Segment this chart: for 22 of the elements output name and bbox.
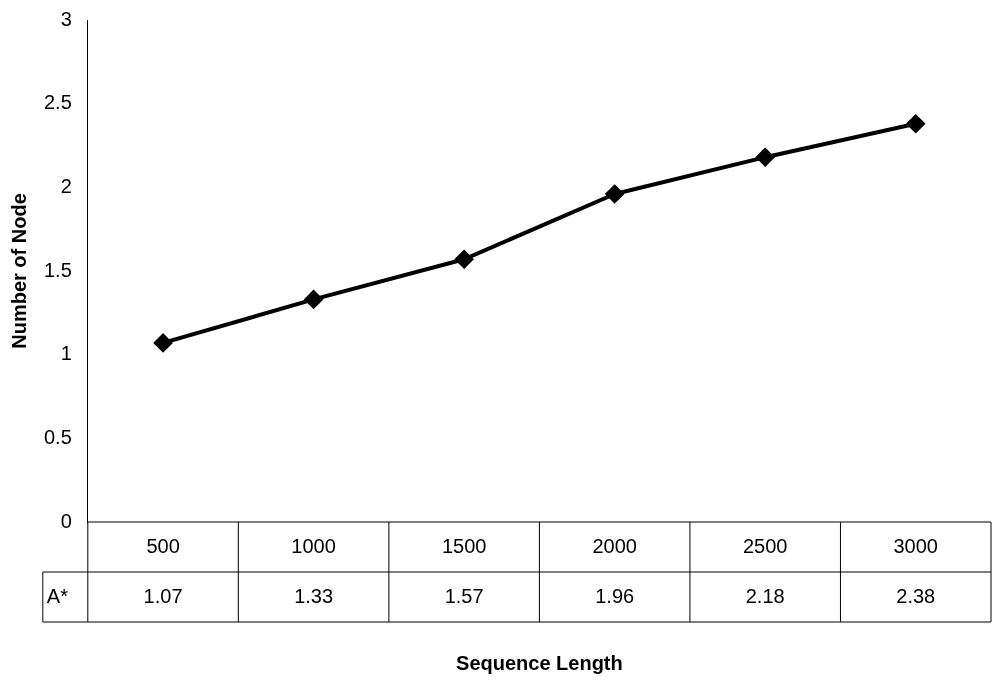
- y-tick-label: 1: [60, 342, 72, 365]
- y-tick-label: 0.5: [43, 425, 72, 448]
- x-tick-label: 1000: [291, 534, 336, 557]
- x-tick-label: 2500: [742, 534, 788, 557]
- x-tick-label: 2000: [592, 534, 637, 557]
- data-label: 2.38: [896, 584, 936, 607]
- y-tick-label: 3: [60, 7, 72, 30]
- data-label: 1.07: [143, 584, 183, 607]
- x-tick-label: 500: [146, 534, 180, 557]
- x-axis-title: Sequence Length: [456, 651, 623, 674]
- y-tick-label: 1.5: [43, 258, 72, 281]
- y-axis-title: Number of Node: [7, 193, 30, 349]
- y-tick-label: 2.5: [43, 91, 72, 114]
- data-label: 1.96: [595, 584, 635, 607]
- y-tick-label: 0: [60, 509, 72, 532]
- x-tick-label: 3000: [893, 534, 938, 557]
- data-label: 1.57: [444, 584, 484, 607]
- x-tick-label: 1500: [441, 534, 487, 557]
- text: A*: [46, 584, 69, 607]
- data-label: 2.18: [745, 584, 785, 607]
- y-tick-label: 2: [60, 174, 72, 197]
- data-label: 1.33: [294, 584, 334, 607]
